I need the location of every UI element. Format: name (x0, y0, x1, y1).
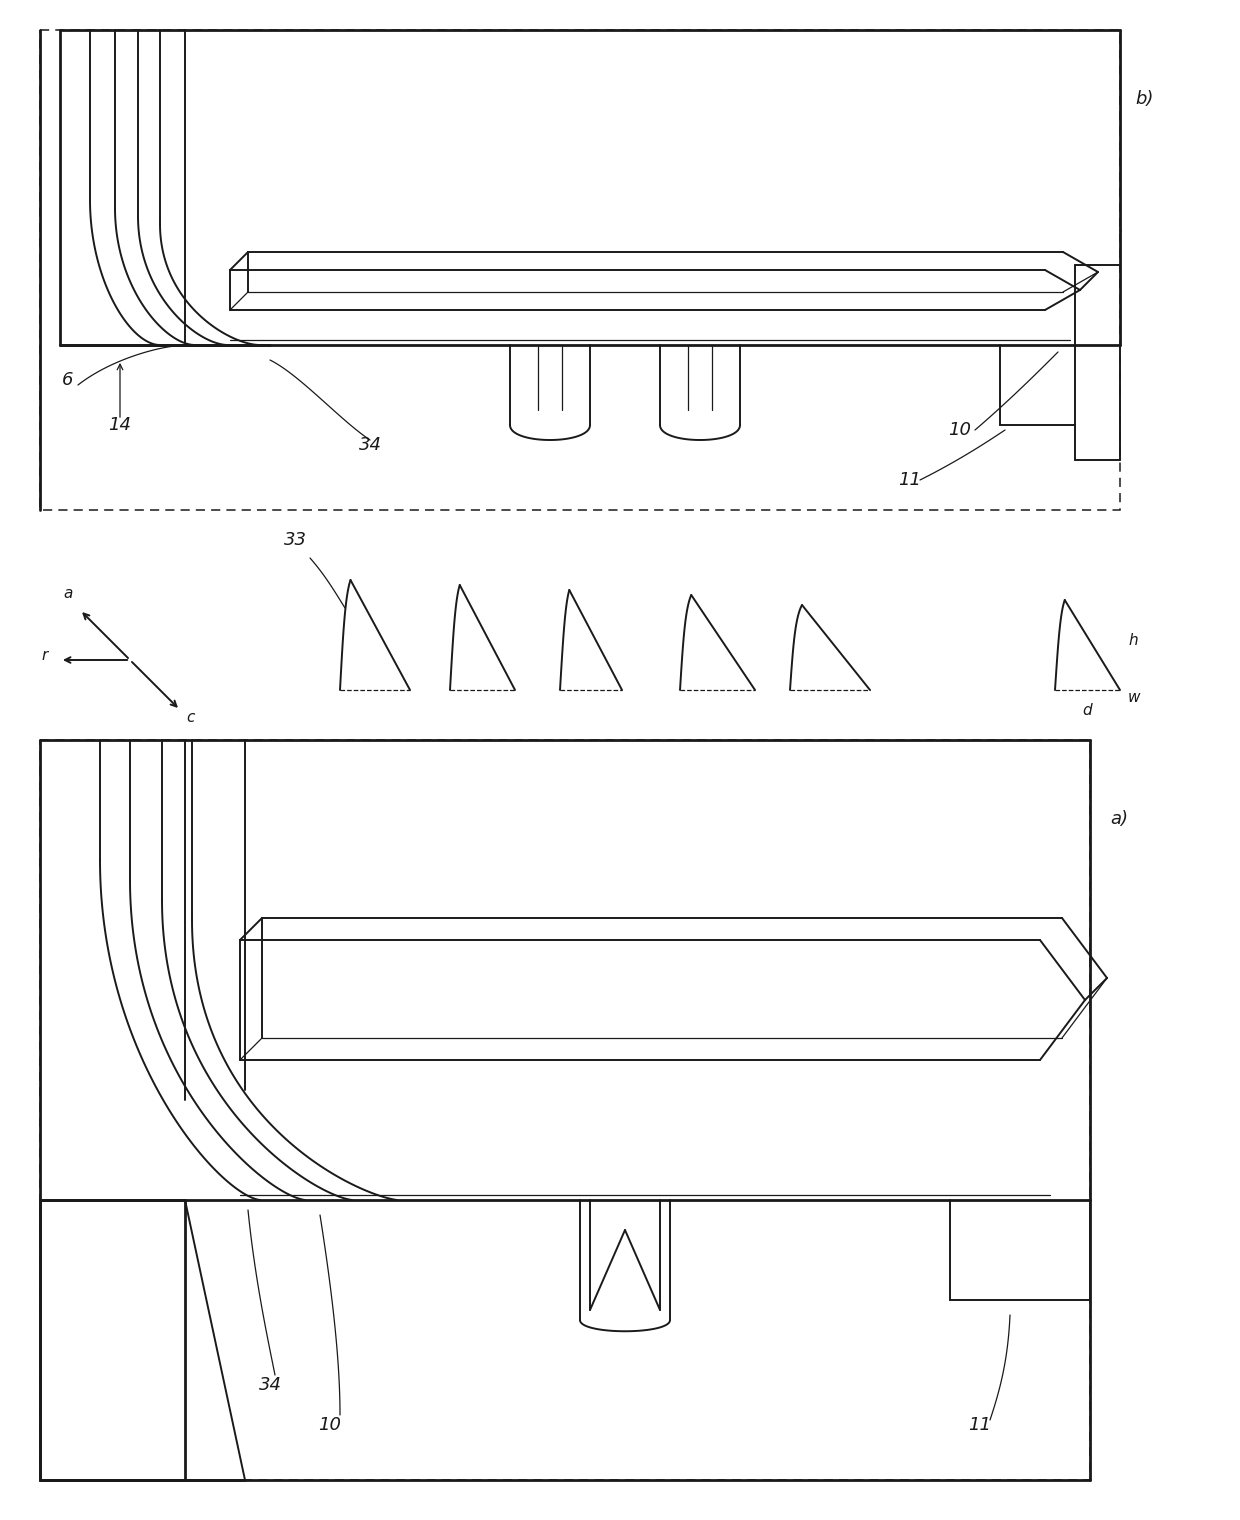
Text: 11: 11 (968, 1417, 992, 1433)
Text: 10: 10 (319, 1417, 341, 1433)
Text: 14: 14 (109, 416, 131, 435)
Text: w: w (1128, 690, 1141, 705)
Text: r: r (42, 648, 48, 663)
Text: 33: 33 (284, 530, 306, 549)
Text: 6: 6 (62, 371, 73, 389)
Text: a): a) (1110, 810, 1128, 828)
Bar (40, 740, 1090, 1480)
Text: c: c (186, 710, 195, 725)
Text: 34: 34 (258, 1376, 281, 1394)
Text: b): b) (1135, 90, 1153, 108)
Text: 34: 34 (358, 436, 382, 454)
Text: 11: 11 (899, 471, 921, 489)
Bar (40, 30, 1120, 511)
Text: d: d (1083, 702, 1091, 717)
Text: a: a (63, 587, 73, 600)
Text: h: h (1128, 632, 1137, 648)
Text: 10: 10 (949, 421, 971, 439)
